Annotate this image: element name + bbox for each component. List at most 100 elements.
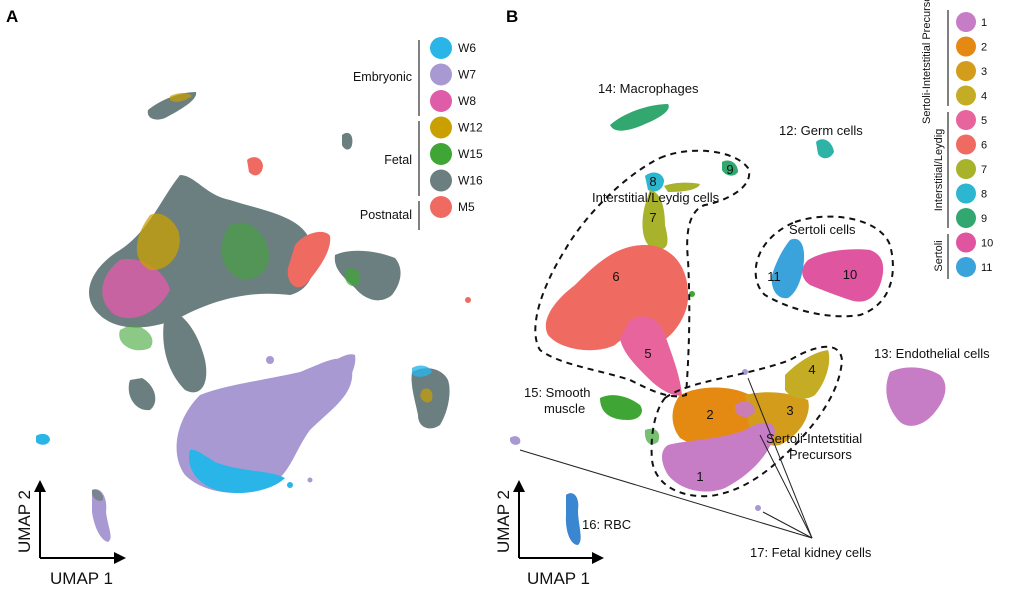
legend-swatch-10 — [956, 232, 976, 253]
label-sertoli: Sertoli cells — [789, 222, 856, 237]
legend-label-M5: M5 — [458, 200, 475, 214]
a-island-bottom-mix — [92, 489, 104, 501]
label-interstitial: Interstitial/Leydig cells — [592, 190, 720, 205]
legend-swatch-7 — [956, 159, 976, 179]
a-neck-mix — [119, 325, 153, 351]
a-cluster-upper-left-mix2 — [136, 213, 180, 271]
legend-b-group-1-line1: Sertoli-Intetstitial Precursor — [921, 0, 933, 124]
legend-label-2: 2 — [981, 42, 987, 54]
legend-b-group-3: Sertoli — [933, 240, 945, 271]
a-dot — [307, 477, 313, 483]
cluster-number-9: 9 — [726, 162, 733, 177]
legend-label-4: 4 — [981, 91, 987, 103]
legend-a: Embryonic Fetal Postnatal W6 W7 W8 W12 W15 W1… — [353, 37, 483, 230]
legend-a-group-postnatal: Postnatal — [360, 208, 412, 222]
legend-label-W15: W15 — [458, 147, 483, 161]
legend-label-W12: W12 — [458, 121, 483, 135]
a-dot — [266, 356, 274, 364]
cluster-number-4: 4 — [808, 362, 815, 377]
legend-swatch-6 — [956, 134, 976, 155]
panel-b-axes: UMAP 2 UMAP 1 — [494, 480, 604, 588]
legend-a-group-fetal: Fetal — [384, 153, 412, 167]
b-axis-x-label: UMAP 1 — [527, 569, 590, 588]
b-annotations: 14: Macrophages 12: Germ cells Interstit… — [524, 81, 990, 560]
b-cluster-9 — [722, 160, 738, 176]
a-dot — [287, 482, 293, 488]
a-dot-red — [465, 297, 471, 303]
cluster-number-10: 10 — [843, 267, 857, 282]
legend-label-10: 10 — [981, 238, 993, 250]
legend-swatch-9 — [956, 208, 976, 228]
legend-swatch-W8 — [430, 90, 452, 112]
a-cluster-upper-left-mix — [102, 259, 170, 319]
b-cluster-10 — [802, 249, 884, 302]
cluster-number-11: 11 — [767, 269, 781, 284]
b-cluster-8 — [645, 172, 664, 192]
b-outline-precursors — [650, 345, 844, 498]
b-kidney-leaders — [519, 377, 813, 539]
b-cluster-7-arm — [664, 182, 700, 192]
b-smooth-muscle — [600, 395, 642, 420]
b-y-arrow-icon — [513, 480, 525, 492]
legend-label-W7: W7 — [458, 68, 476, 82]
b-cluster-2 — [672, 387, 756, 447]
legend-label-1: 1 — [981, 17, 987, 29]
b-kidney-speck — [755, 505, 761, 511]
a-y-arrow-icon — [34, 480, 46, 492]
a-cluster-lower-right — [300, 354, 356, 411]
a-right-teal — [334, 250, 401, 301]
a-neck — [163, 312, 207, 393]
b-cluster-11 — [771, 238, 805, 299]
cluster-number-5: 5 — [644, 346, 651, 361]
legend-b-group-2: Interstitial/Leydig — [933, 129, 945, 212]
legend-swatch-W6 — [430, 37, 452, 59]
cluster-number-1: 1 — [696, 469, 703, 484]
legend-swatch-2 — [956, 36, 976, 57]
panel-b-umap — [510, 104, 946, 545]
b-cluster-7 — [642, 190, 668, 250]
a-axis-y-label: UMAP 2 — [15, 490, 34, 553]
legend-swatch-W12 — [430, 116, 452, 139]
legend-label-5: 5 — [981, 115, 987, 127]
b-speck — [689, 291, 695, 297]
a-x-arrow-icon — [114, 552, 126, 564]
b-endothelial — [886, 367, 946, 426]
a-spot-red — [247, 157, 263, 176]
b-cluster-1 — [662, 422, 775, 492]
cluster-number-2: 2 — [706, 407, 713, 422]
label-rbc: 16: RBC — [582, 517, 631, 532]
label-endothelial: 13: Endothelial cells — [874, 346, 990, 361]
label-smooth-2: muscle — [544, 401, 585, 416]
label-germ-cells: 12: Germ cells — [779, 123, 863, 138]
b-cluster-numbers: 1 2 3 4 5 6 7 8 9 10 11 — [612, 162, 857, 484]
panel-a-axes: UMAP 2 UMAP 1 — [15, 480, 126, 588]
label-kidney: 17: Fetal kidney cells — [750, 545, 872, 560]
label-precursors-2: Precursors — [789, 447, 852, 462]
a-right-red — [287, 231, 331, 288]
legend-swatch-11 — [956, 257, 976, 277]
legend-label-W16: W16 — [458, 174, 483, 188]
a-island-bottom — [92, 489, 111, 542]
b-smooth-muscle-tail — [644, 428, 660, 445]
panel-a-letter: A — [6, 7, 18, 26]
legend-label-8: 8 — [981, 189, 987, 201]
b-leader-line — [759, 434, 813, 539]
label-precursors-1: Sertoli-Intetstitial — [766, 431, 862, 446]
a-cluster-upper-left-mix3 — [221, 222, 269, 280]
a-left-lobe — [128, 378, 156, 411]
panel-b-letter: B — [506, 7, 518, 26]
legend-label-6: 6 — [981, 140, 987, 152]
cluster-number-7: 7 — [649, 210, 656, 225]
b-germ — [816, 139, 834, 159]
legend-b: Sertoli-Intetstitial Precursor Interstit… — [921, 0, 993, 279]
b-outline-interstitial — [534, 149, 751, 398]
legend-swatch-W7 — [430, 63, 452, 86]
legend-label-7: 7 — [981, 164, 987, 176]
legend-swatch-5 — [956, 110, 976, 130]
b-leader-line — [747, 377, 813, 539]
b-macrophages — [610, 104, 669, 131]
label-smooth-1: 15: Smooth — [524, 385, 591, 400]
a-right-teal-mix — [345, 268, 361, 287]
b-dashed-outlines — [534, 149, 894, 498]
